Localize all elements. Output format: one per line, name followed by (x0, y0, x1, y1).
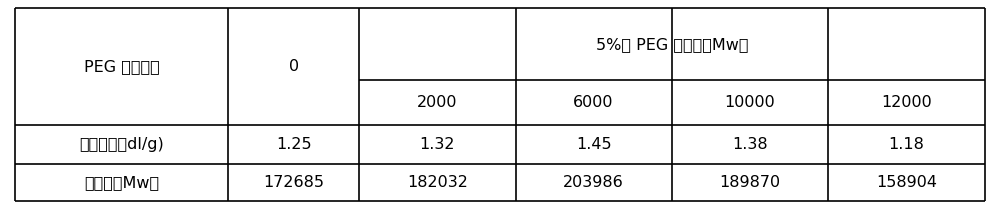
Text: 189870: 189870 (719, 175, 780, 190)
Text: 6000: 6000 (573, 96, 614, 110)
Text: 1.25: 1.25 (276, 137, 312, 152)
Text: 2000: 2000 (417, 96, 458, 110)
Text: 0: 0 (289, 59, 299, 74)
Text: PEG 添加情况: PEG 添加情况 (84, 59, 160, 74)
Text: 5%的 PEG 分子量（Mw）: 5%的 PEG 分子量（Mw） (596, 37, 748, 52)
Text: 12000: 12000 (881, 96, 932, 110)
Text: 182032: 182032 (407, 175, 468, 190)
Text: 172685: 172685 (263, 175, 324, 190)
Text: 1.18: 1.18 (888, 137, 924, 152)
Text: 10000: 10000 (724, 96, 775, 110)
Text: 特性粘度（dl/g): 特性粘度（dl/g) (79, 137, 164, 152)
Text: 1.38: 1.38 (732, 137, 768, 152)
Text: 分子量（Mw）: 分子量（Mw） (84, 175, 159, 190)
Text: 158904: 158904 (876, 175, 937, 190)
Text: 203986: 203986 (563, 175, 624, 190)
Text: 1.45: 1.45 (576, 137, 611, 152)
Text: 1.32: 1.32 (420, 137, 455, 152)
